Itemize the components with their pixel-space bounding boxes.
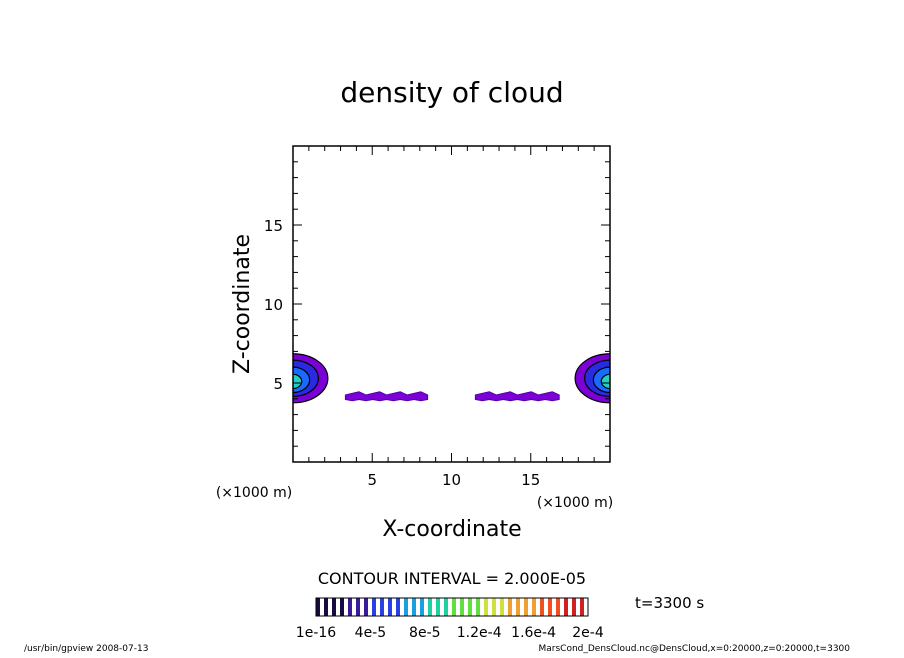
colorbar-swatch [580,598,584,616]
colorbar-swatch [552,598,556,616]
left-streak [344,391,429,402]
colorbar-swatch [336,598,340,616]
colorbar-swatch [444,598,448,616]
colorbar-swatch [456,598,460,616]
colorbar-swatch [564,598,568,616]
colorbar-swatch [520,598,524,616]
colorbar-swatch [320,598,324,616]
colorbar-swatch [448,598,452,616]
colorbar-swatch [348,598,352,616]
x-tick-label: 10 [442,471,461,489]
colorbar-swatch [492,598,496,616]
colorbar-swatch [328,598,332,616]
colorbar-swatch [460,598,464,616]
colorbar-swatch [540,598,544,616]
colorbar-swatch [344,598,348,616]
colorbar-swatch [472,598,476,616]
colorbar-swatch [432,598,436,616]
colorbar-tick-label: 2e-4 [572,625,604,641]
time-label: t=3300 s [635,594,704,612]
colorbar-swatch [544,598,548,616]
colorbar-swatch [548,598,552,616]
colorbar-swatch [512,598,516,616]
colorbar-swatch [528,598,532,616]
colorbar-tick-label: 1.2e-4 [457,625,502,641]
colorbar-swatch [516,598,520,616]
colorbar-swatch [400,598,404,616]
colorbar-swatch [404,598,408,616]
colorbar-swatch [384,598,388,616]
colorbar-tick-label: 4e-5 [355,625,386,641]
x-unit-label: (×1000 m) [537,495,613,511]
colorbar-swatch [508,598,512,616]
colorbar-swatch [464,598,468,616]
colorbar-swatch [316,598,320,616]
colorbar-swatch [496,598,500,616]
colorbar-swatch [376,598,380,616]
plot-data-area [293,353,610,404]
right-streak [474,391,560,402]
colorbar-swatch [428,598,432,616]
colorbar-swatch [572,598,576,616]
colorbar [316,598,588,616]
colorbar-swatch [504,598,508,616]
axis-ticks: 5 10 15 5 10 15 [264,146,610,489]
colorbar-swatch [436,598,440,616]
y-tick-label: 15 [264,217,283,235]
chart-title: density of cloud [340,76,563,109]
colorbar-swatch [356,598,360,616]
plot-frame [292,145,611,463]
footer-left: /usr/bin/gpview 2008-07-13 [24,644,148,654]
colorbar-swatch [324,598,328,616]
colorbar-swatch [368,598,372,616]
y-tick-label: 10 [264,296,283,314]
colorbar-swatch [364,598,368,616]
colorbar-swatch [416,598,420,616]
colorbar-swatch [372,598,376,616]
colorbar-swatch [560,598,564,616]
colorbar-swatch [584,598,588,616]
colorbar-swatch [488,598,492,616]
colorbar-swatch [396,598,400,616]
colorbar-swatch [484,598,488,616]
colorbar-frame [315,597,589,617]
contour-interval-text: CONTOUR INTERVAL = 2.000E-05 [318,569,586,588]
colorbar-tick-label: 1e-16 [296,625,336,641]
y-unit-label: (×1000 m) [216,485,292,501]
x-tick-label: 15 [521,471,540,489]
y-axis-label: Z-coordinate [230,234,255,374]
colorbar-swatch [524,598,528,616]
colorbar-swatch [568,598,572,616]
x-axis-label: X-coordinate [382,517,521,542]
colorbar-swatch [420,598,424,616]
colorbar-tick-label: 1.6e-4 [511,625,556,641]
colorbar-swatch [452,598,456,616]
colorbar-swatch [556,598,560,616]
colorbar-swatch [332,598,336,616]
y-tick-label: 5 [273,375,283,393]
colorbar-tick-label: 8e-5 [409,625,440,641]
colorbar-swatch [360,598,364,616]
colorbar-swatch [380,598,384,616]
colorbar-swatch [480,598,484,616]
colorbar-swatch [576,598,580,616]
colorbar-swatch [392,598,396,616]
colorbar-swatch [412,598,416,616]
colorbar-swatch [408,598,412,616]
colorbar-swatch [468,598,472,616]
colorbar-swatch [352,598,356,616]
x-tick-label: 5 [367,471,377,489]
colorbar-swatch [536,598,540,616]
colorbar-labels: 1e-16 4e-5 8e-5 1.2e-4 1.6e-4 2e-4 [296,625,604,641]
colorbar-swatch [440,598,444,616]
colorbar-swatch [424,598,428,616]
colorbar-swatch [532,598,536,616]
footer-right: MarsCond_DensCloud.nc@DensCloud,x=0:2000… [539,644,851,654]
colorbar-swatch [500,598,504,616]
colorbar-swatch [340,598,344,616]
colorbar-swatch [476,598,480,616]
colorbar-swatch [388,598,392,616]
